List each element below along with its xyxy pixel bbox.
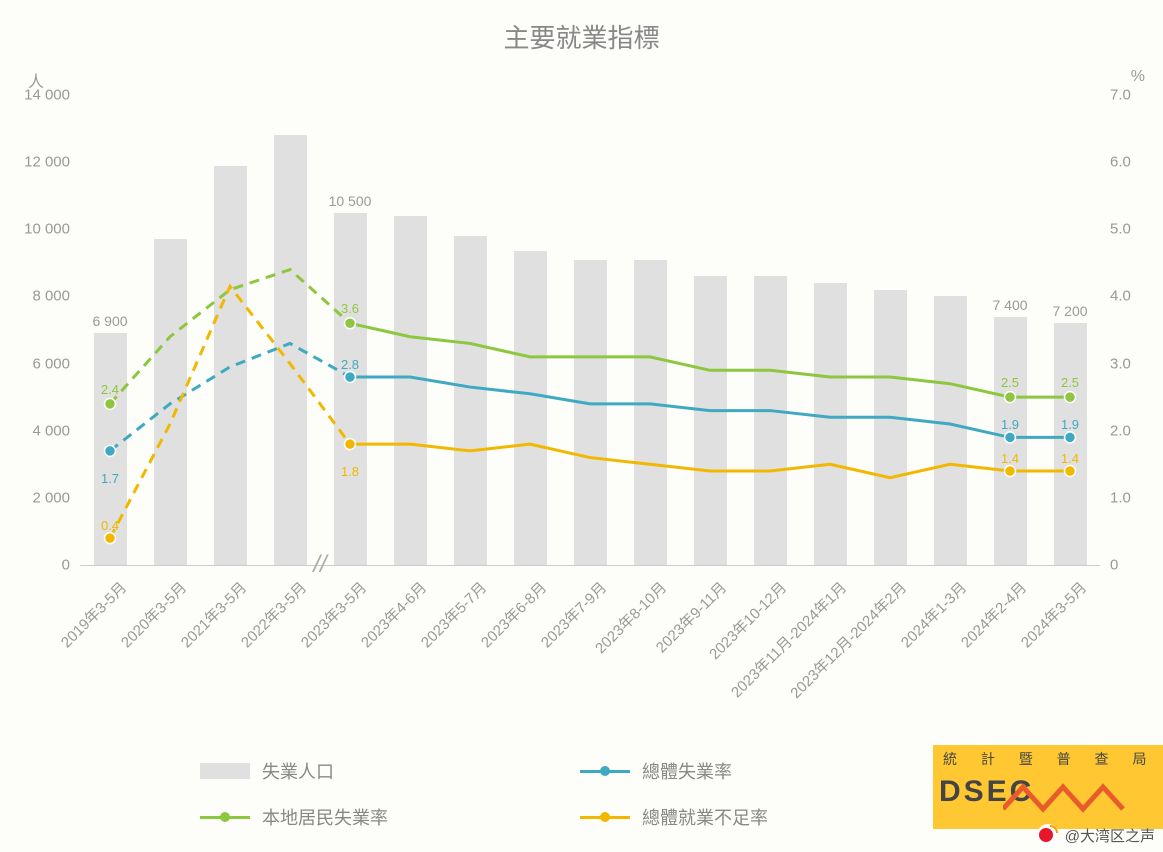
watermark-dsec: 統 計 暨 普 查 局 DSEC: [933, 745, 1163, 829]
right-axis-unit: %: [1131, 68, 1145, 86]
line-總體就業不足率: [350, 444, 1070, 478]
chart-title: 主要就業指標: [0, 0, 1163, 55]
legend-item: 本地居民失業率: [200, 804, 520, 830]
line-marker: [105, 398, 116, 409]
legend-swatch-line: [200, 816, 250, 819]
legend-swatch-bar: [200, 763, 250, 779]
legend-item: 失業人口: [200, 758, 520, 784]
legend-swatch-line: [580, 770, 630, 773]
y-right-tick: 6.0: [1110, 154, 1150, 171]
y-left-tick: 8 000: [10, 288, 70, 305]
legend-label: 總體就業不足率: [642, 804, 768, 830]
line-value-label: 0.4: [101, 518, 119, 533]
line-marker: [1065, 466, 1076, 477]
weibo-text: @大湾区之声: [1065, 825, 1155, 846]
legend-label: 本地居民失業率: [262, 804, 388, 830]
y-right-tick: 7.0: [1110, 87, 1150, 104]
legend-marker-dot: [600, 812, 610, 822]
y-right-tick: 4.0: [1110, 288, 1150, 305]
weibo-watermark: @大湾区之声: [1037, 824, 1155, 846]
y-left-tick: 10 000: [10, 221, 70, 238]
line-value-label: 3.6: [341, 301, 359, 316]
line-value-label: 2.4: [101, 382, 119, 397]
line-marker: [105, 533, 116, 544]
y-right-tick: 0: [1110, 557, 1150, 574]
y-right-tick: 1.0: [1110, 489, 1150, 506]
legend-item: 總體就業不足率: [580, 804, 900, 830]
y-right-tick: 3.0: [1110, 355, 1150, 372]
line-value-label: 2.5: [1001, 375, 1019, 390]
line-marker: [105, 445, 116, 456]
y-right-tick: 5.0: [1110, 221, 1150, 238]
legend-item: 總體失業率: [580, 758, 900, 784]
line-value-label: 1.9: [1001, 417, 1019, 432]
line-marker: [1065, 432, 1076, 443]
line-value-label: 1.7: [101, 471, 119, 486]
watermark-zigzag-icon: [1003, 779, 1153, 819]
y-left-tick: 4 000: [10, 422, 70, 439]
y-left-tick: 14 000: [10, 87, 70, 104]
y-left-tick: 2 000: [10, 489, 70, 506]
line-總體失業率: [110, 343, 350, 450]
line-marker: [1065, 392, 1076, 403]
line-marker: [1005, 466, 1016, 477]
line-series-layer: [80, 95, 1100, 565]
line-marker: [1005, 432, 1016, 443]
y-left-tick: 0: [10, 557, 70, 574]
watermark-top-text: 統 計 暨 普 查 局: [933, 745, 1163, 769]
y-right-tick: 2.0: [1110, 422, 1150, 439]
legend-marker-dot: [220, 812, 230, 822]
line-value-label: 2.8: [341, 357, 359, 372]
legend-marker-dot: [600, 766, 610, 776]
y-left-tick: 12 000: [10, 154, 70, 171]
line-marker: [345, 372, 356, 383]
legend-label: 失業人口: [262, 758, 334, 784]
line-marker: [345, 318, 356, 329]
line-value-label: 2.5: [1061, 375, 1079, 390]
legend-label: 總體失業率: [642, 758, 732, 784]
line-marker: [345, 439, 356, 450]
line-value-label: 1.4: [1001, 451, 1019, 466]
chart-plot-area: 02 0004 0006 0008 00010 00012 00014 0000…: [80, 95, 1100, 565]
line-value-label: 1.4: [1061, 451, 1079, 466]
legend-swatch-line: [580, 816, 630, 819]
legend: 失業人口 總體失業率本地居民失業率 總體就業不足率: [200, 758, 900, 830]
line-value-label: 1.8: [341, 464, 359, 479]
y-left-tick: 6 000: [10, 355, 70, 372]
line-value-label: 1.9: [1061, 417, 1079, 432]
weibo-icon: [1037, 824, 1059, 846]
line-marker: [1005, 392, 1016, 403]
line-總體就業不足率: [110, 286, 350, 538]
x-axis-line: [80, 565, 1100, 566]
